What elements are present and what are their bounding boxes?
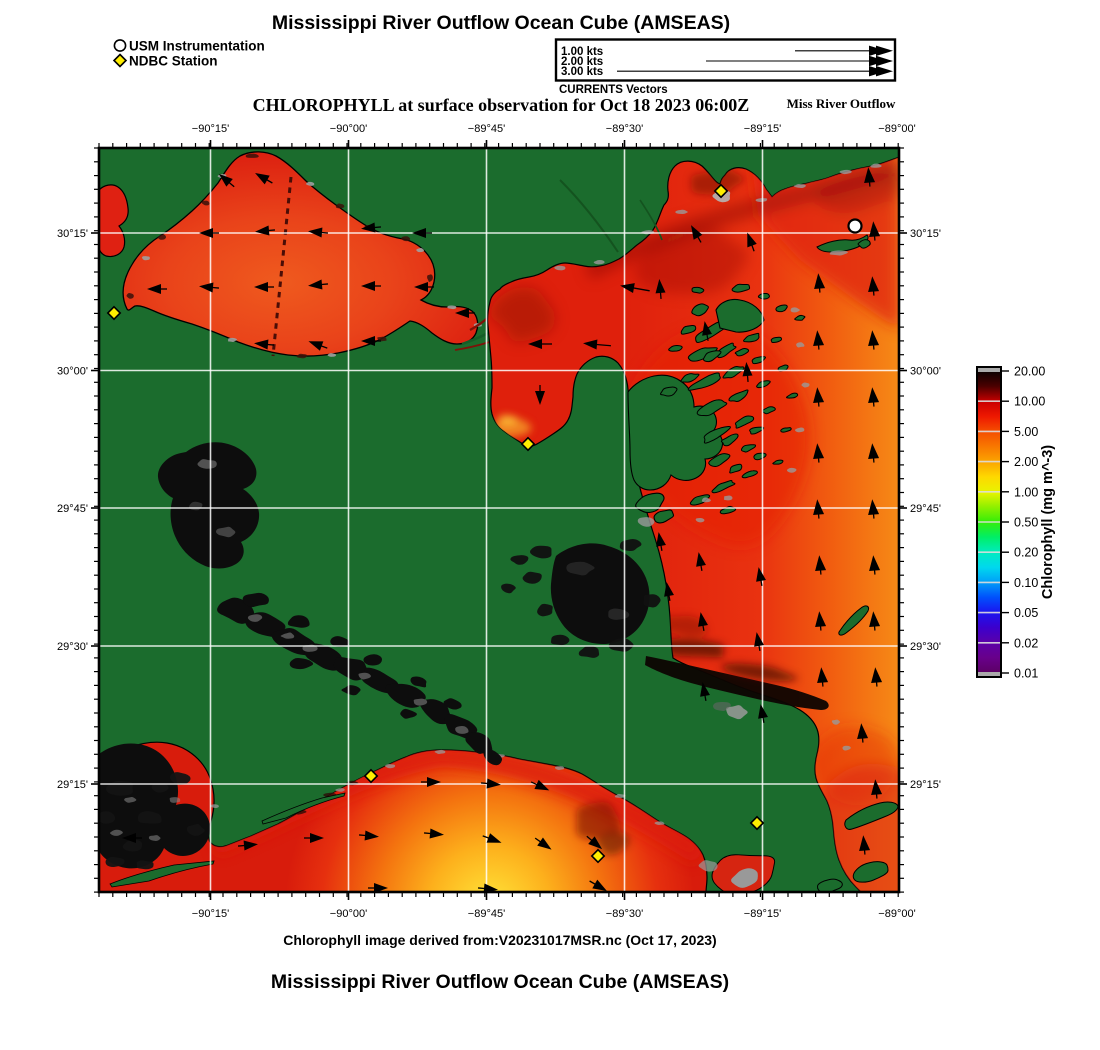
- svg-text:29°45': 29°45': [910, 503, 941, 515]
- svg-text:30°15': 30°15': [910, 228, 941, 240]
- svg-text:−90°15': −90°15': [192, 123, 229, 135]
- svg-text:0.50: 0.50: [1014, 516, 1038, 530]
- svg-text:29°45': 29°45': [57, 503, 88, 515]
- svg-text:30°00': 30°00': [910, 366, 941, 378]
- svg-text:CHLOROPHYLL at surface observa: CHLOROPHYLL at surface observation for O…: [253, 95, 750, 115]
- svg-text:Chlorophyll (mg m^-3): Chlorophyll (mg m^-3): [1040, 445, 1056, 599]
- svg-text:−89°45': −89°45': [468, 123, 505, 135]
- svg-text:29°15': 29°15': [57, 779, 88, 791]
- svg-text:29°30': 29°30': [910, 641, 941, 653]
- svg-text:0.01: 0.01: [1014, 667, 1038, 681]
- svg-text:3.00 kts: 3.00 kts: [561, 66, 603, 78]
- svg-text:1.00: 1.00: [1014, 485, 1038, 499]
- svg-text:30°15': 30°15': [57, 228, 88, 240]
- svg-text:30°00': 30°00': [57, 366, 88, 378]
- svg-text:Mississippi River Outflow Ocea: Mississippi River Outflow Ocean Cube (AM…: [271, 971, 729, 993]
- svg-text:2.00 kts: 2.00 kts: [561, 56, 603, 68]
- svg-text:20.00: 20.00: [1014, 365, 1045, 379]
- svg-text:−90°15': −90°15': [192, 908, 229, 920]
- svg-text:−89°30': −89°30': [606, 123, 643, 135]
- svg-text:0.02: 0.02: [1014, 636, 1038, 650]
- svg-text:Chlorophyll image derived from: Chlorophyll image derived from:V20231017…: [283, 932, 716, 948]
- svg-text:0.05: 0.05: [1014, 606, 1038, 620]
- svg-text:USM Instrumentation: USM Instrumentation: [129, 39, 265, 54]
- svg-text:CURRENTS Vectors: CURRENTS Vectors: [559, 84, 668, 96]
- svg-text:29°15': 29°15': [910, 779, 941, 791]
- svg-text:5.00: 5.00: [1014, 425, 1038, 439]
- svg-text:−89°00': −89°00': [878, 908, 915, 920]
- svg-text:0.10: 0.10: [1014, 576, 1038, 590]
- svg-text:−89°15': −89°15': [744, 908, 781, 920]
- svg-text:10.00: 10.00: [1014, 395, 1045, 409]
- svg-text:−90°00': −90°00': [330, 123, 367, 135]
- svg-text:−89°45': −89°45': [468, 908, 505, 920]
- svg-text:−89°30': −89°30': [606, 908, 643, 920]
- svg-text:Mississippi River Outflow Ocea: Mississippi River Outflow Ocean Cube (AM…: [272, 12, 730, 34]
- svg-text:2.00: 2.00: [1014, 455, 1038, 469]
- svg-text:−89°15': −89°15': [744, 123, 781, 135]
- svg-text:NDBC Station: NDBC Station: [129, 54, 218, 69]
- svg-text:−90°00': −90°00': [330, 908, 367, 920]
- svg-text:Miss River Outflow: Miss River Outflow: [787, 96, 896, 111]
- svg-text:29°30': 29°30': [57, 641, 88, 653]
- svg-text:0.20: 0.20: [1014, 546, 1038, 560]
- svg-text:−89°00': −89°00': [878, 123, 915, 135]
- svg-text:1.00 kts: 1.00 kts: [561, 46, 603, 58]
